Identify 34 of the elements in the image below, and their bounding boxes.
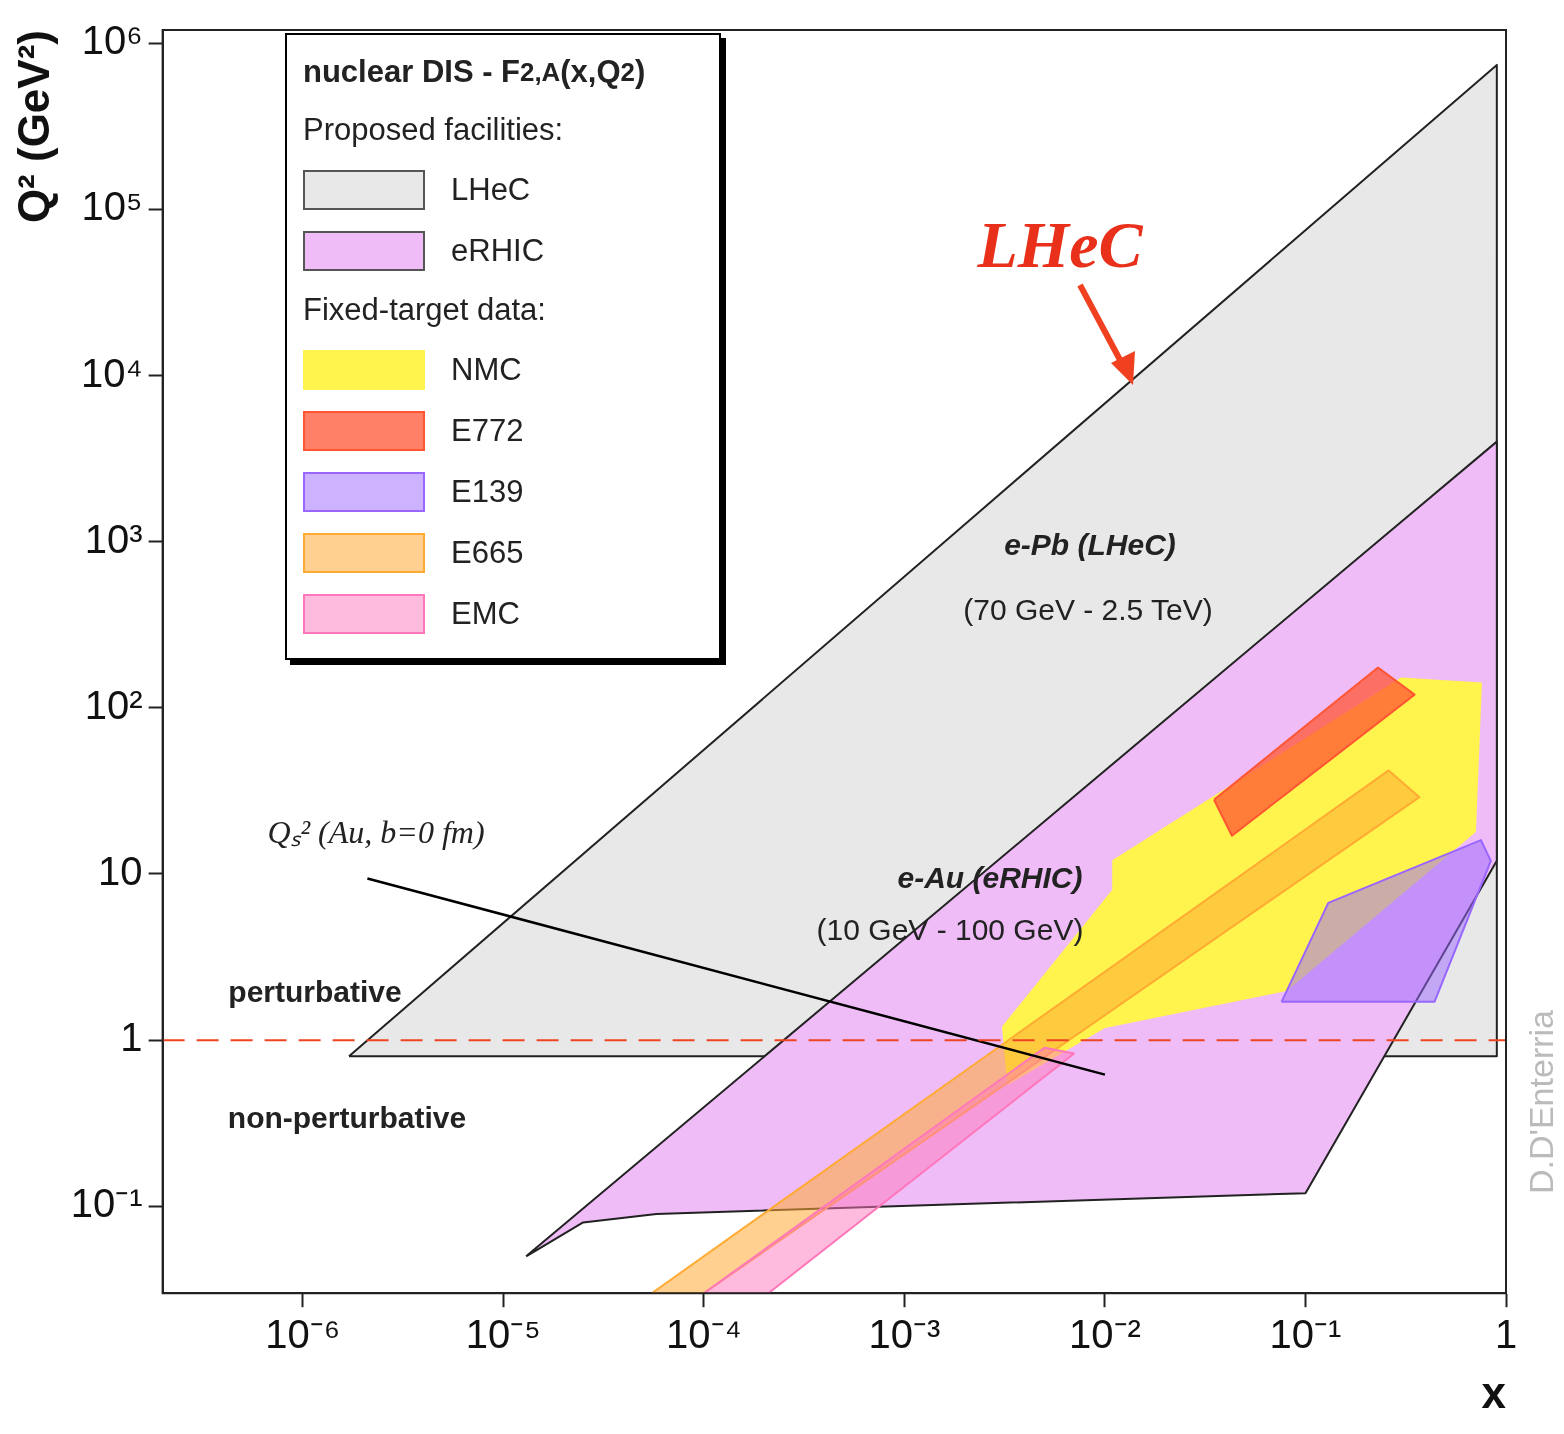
legend-label: LHeC [451,171,531,208]
y-tick-label: 10⁻¹ [70,1181,143,1226]
y-tick-label: 10³ [84,516,143,561]
legend-label: NMC [451,351,522,388]
annotation: perturbative [228,975,402,1009]
x-tick-label: 1 [1494,1312,1518,1357]
x-tick-label: 10⁻⁵ [465,1312,541,1357]
x-tick-label: 10⁻² [1069,1312,1141,1357]
legend-label: E772 [451,412,524,449]
annotation: non-perturbative [227,1101,467,1135]
legend-label: E665 [451,534,524,571]
x-tick-label: 10⁻³ [868,1312,941,1357]
y-axis-title: Q² (GeV²) [8,30,58,224]
legend-label: EMC [451,595,520,632]
legend-label: E139 [451,473,524,510]
annotation: Proposed facilities: [303,111,565,149]
text: D.D'Enterria [1522,1010,1561,1195]
annotation: Fixed-target data: [303,291,547,329]
x-tick-label: 10⁻⁶ [265,1312,341,1357]
x-axis-title: x [1481,1367,1507,1417]
y-tick-label: 10⁴ [80,350,143,395]
y-tick-label: 10⁵ [81,184,143,229]
series-label: Qₛ² (Au, b=0 fm) [267,814,485,851]
annotation: e-Pb (LHeC) [1004,528,1176,562]
y-tick-label: 10² [84,682,143,727]
annotation: e-Au (eRHIC) [897,861,1083,895]
y-tick-label: 1 [120,1015,143,1060]
annotation: LHeC [977,207,1143,283]
x-tick-label: 10⁻¹ [1269,1312,1342,1357]
x-tick-label: 10⁻⁴ [666,1312,742,1357]
y-tick-label: 10 [98,849,143,894]
y-tick-label: 10⁶ [81,18,143,63]
annotation: (70 GeV - 2.5 TeV) [963,593,1213,627]
legend-label: eRHIC [451,232,545,269]
